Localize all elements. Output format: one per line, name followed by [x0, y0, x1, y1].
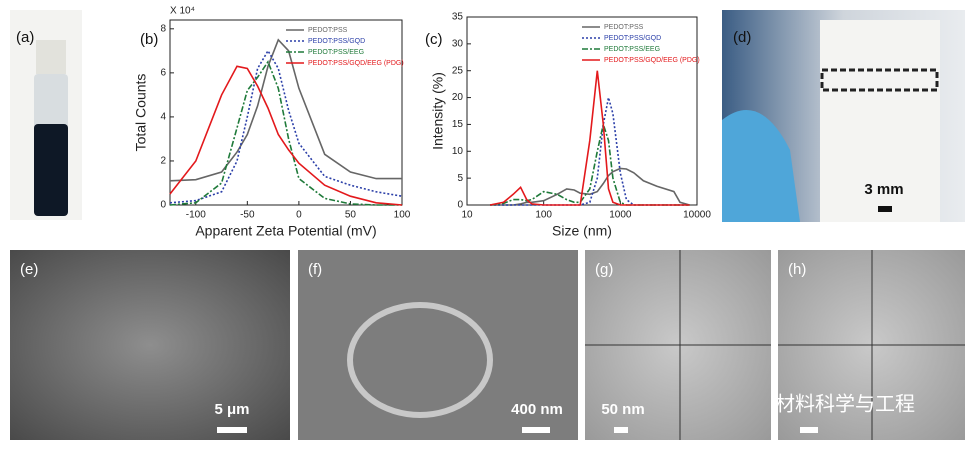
x-axis-label: Apparent Zeta Potential (mV): [195, 223, 376, 239]
y-tick-label: 0: [457, 200, 463, 211]
y-tick-label: 8: [160, 23, 166, 34]
legend-label: PEDOT:PSS/EEG: [308, 49, 364, 56]
x-tick-label: 100: [535, 210, 552, 221]
scale-bar-label: 5 μm: [214, 401, 249, 418]
y-tick-label: 10: [452, 146, 464, 157]
series-line: [169, 60, 402, 206]
legend-label: PEDOT:PSS: [604, 24, 644, 31]
y-tick-label: 20: [452, 92, 464, 103]
y-axis-label: Intensity (%): [430, 72, 446, 150]
y-axis-label: Total Counts: [133, 74, 149, 152]
x-tick-label: 0: [296, 210, 302, 221]
y-tick-label: 35: [452, 12, 464, 23]
y-tick-label: 6: [160, 67, 166, 78]
series-line: [169, 49, 403, 204]
panel-label: (h): [788, 261, 806, 278]
glove: [722, 110, 800, 222]
legend-label: PEDOT:PSS/GQD/EEG (PDG): [604, 57, 700, 64]
panel-label: (c): [425, 31, 443, 48]
x-axis-label: Size (nm): [552, 223, 612, 239]
printed-pattern: [820, 68, 939, 92]
series-line: [169, 65, 403, 206]
legend-label: PEDOT:PSS/GQD: [604, 35, 661, 42]
scale-bar: [217, 427, 247, 433]
scale-bar: [878, 206, 892, 212]
x-tick-label: -50: [240, 210, 255, 221]
panel-label: (b): [140, 31, 158, 48]
x-tick-label: 100: [394, 210, 411, 221]
x-tick-label: 10000: [683, 210, 711, 221]
legend-label: PEDOT:PSS: [308, 27, 348, 34]
series-line: [489, 70, 690, 206]
plot-frame: [466, 16, 698, 206]
panel-label: (d): [733, 29, 751, 46]
series-line: [490, 97, 690, 206]
y-tick-label: 25: [452, 65, 464, 76]
x-tick-label: 10: [461, 210, 473, 221]
y-tick-label: 30: [452, 38, 464, 49]
scale-bar: [522, 427, 550, 433]
vial-liquid: [34, 124, 68, 216]
legend-label: PEDOT:PSS/GQD: [308, 38, 365, 45]
y-tick-label: 15: [452, 119, 464, 130]
x-tick-label: 1000: [609, 210, 632, 221]
series-line: [169, 38, 402, 182]
scale-bar-label: 3 mm: [864, 181, 903, 198]
photo-f: [298, 250, 578, 440]
particle: [347, 302, 493, 418]
panel-label: (f): [308, 261, 322, 278]
vial-cap: [36, 40, 66, 74]
scale-bar: [800, 427, 818, 433]
y-tick-label: 4: [160, 112, 166, 123]
scale-bar-label: 50 nm: [601, 401, 644, 418]
x-tick-label: -100: [186, 210, 206, 221]
panel-label: (g): [595, 261, 613, 278]
paper-roll: [820, 20, 940, 222]
y-tick-label: 0: [160, 200, 166, 211]
panel-label: (a): [16, 29, 34, 46]
photo-e: [10, 250, 290, 440]
legend-label: PEDOT:PSS/EEG: [604, 46, 660, 53]
legend-label: PEDOT:PSS/GQD/EEG (PDG): [308, 60, 404, 67]
scale-bar-label: 400 nm: [511, 401, 563, 418]
plot-frame: [169, 19, 403, 206]
panel-label: (e): [20, 261, 38, 278]
series-line: [490, 167, 690, 206]
y-tick-label: 5: [457, 173, 463, 184]
scale-bar: [614, 427, 628, 433]
y-tick-label: 2: [160, 156, 166, 167]
watermark: 材料科学与工程: [775, 392, 915, 415]
x-tick-label: 50: [345, 210, 357, 221]
axis-multiplier: X 10⁴: [170, 6, 195, 17]
